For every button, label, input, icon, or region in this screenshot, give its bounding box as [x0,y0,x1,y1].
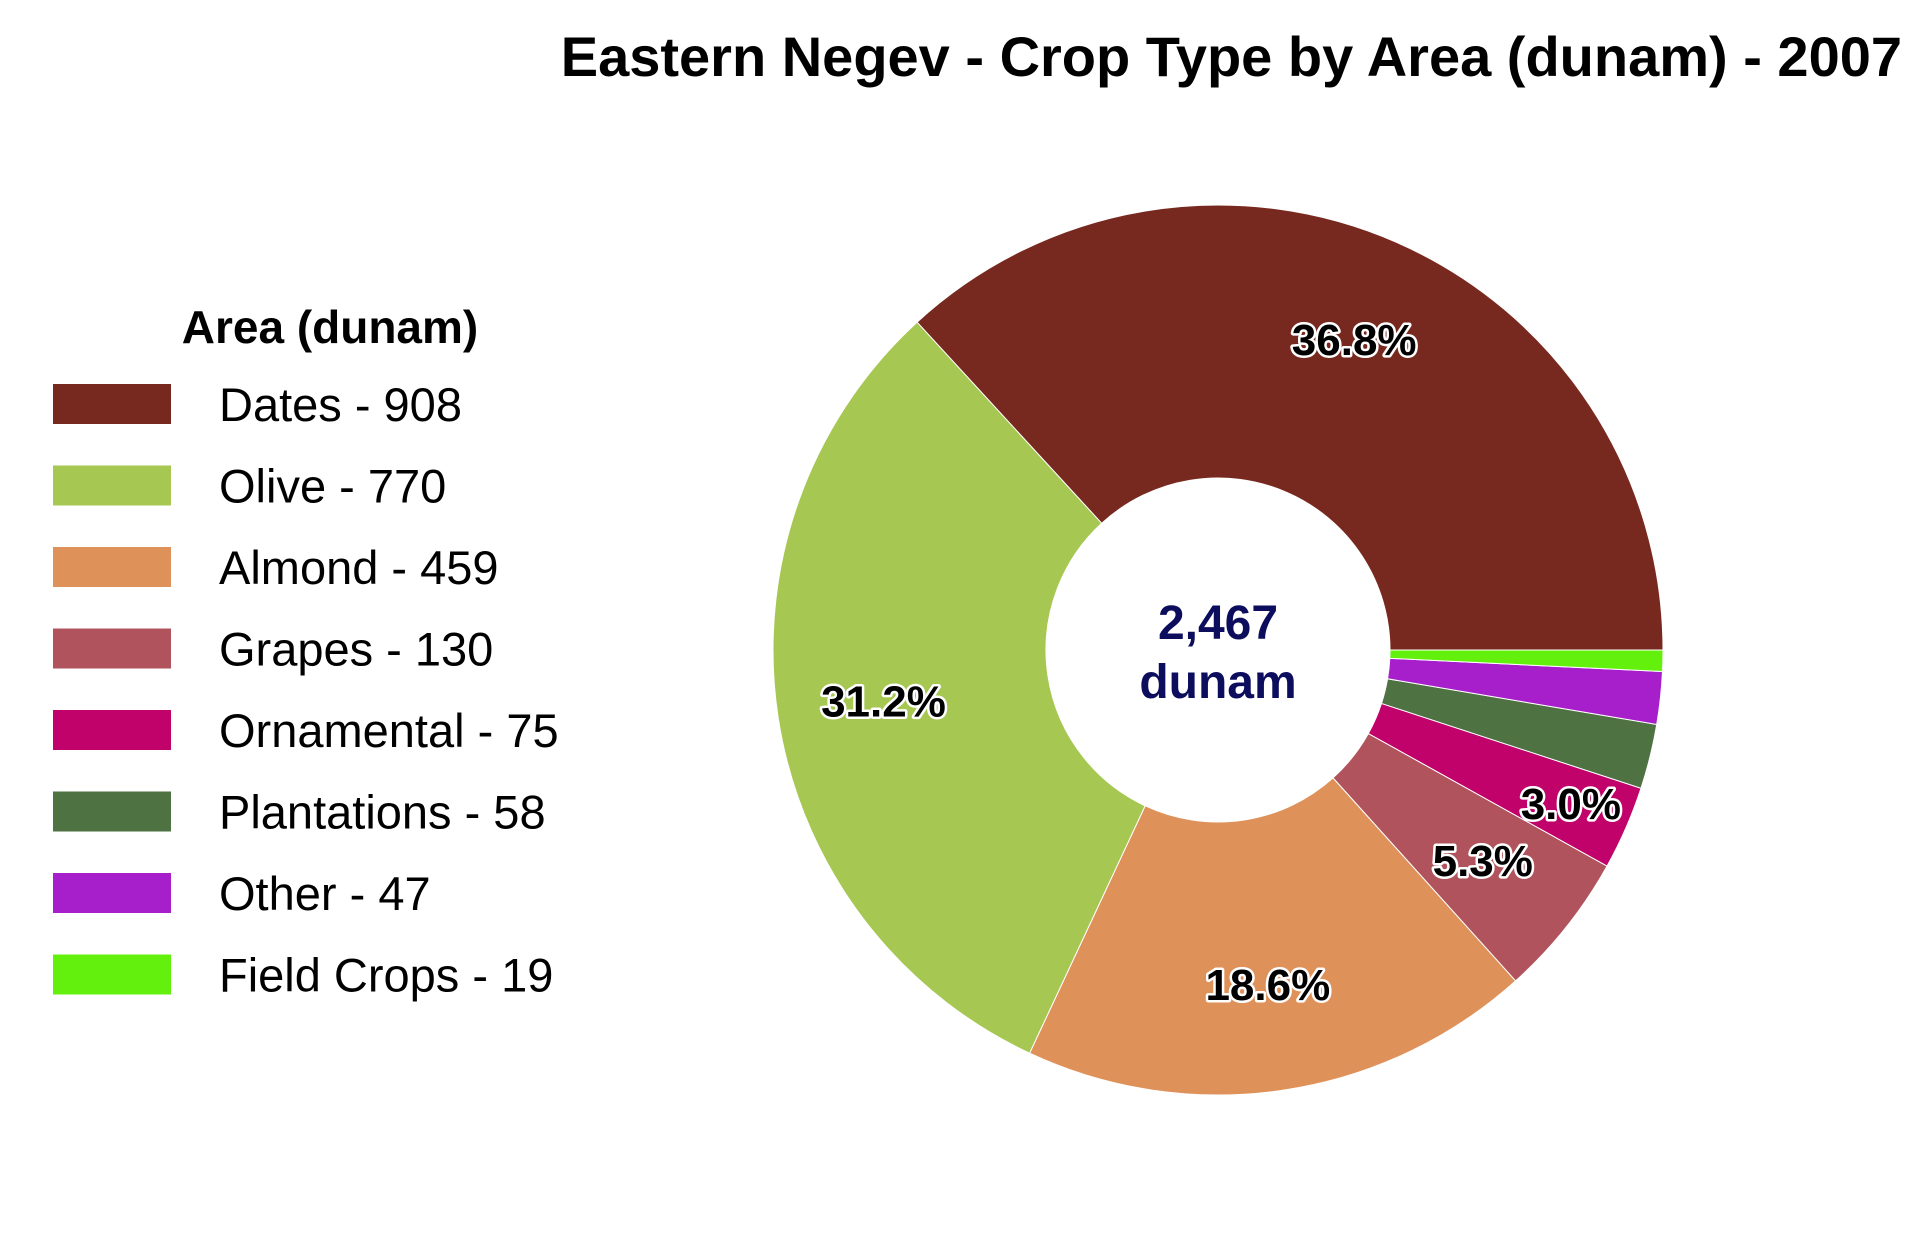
legend: Dates - 908 Olive - 770 Almond - 459 Grapes… [53,378,559,1002]
legend-label-dates: Dates - 908 [219,378,462,431]
legend-swatch-olive [53,465,171,506]
legend-swatch-dates [53,384,171,424]
center-total-value: 2,467 [1158,597,1278,650]
percentage-labels: 36.8% 31.2% 18.6% 5.3% 3.0% [819,314,1624,1013]
legend-label-other: Other - 47 [219,867,431,920]
center-total: 2,467 dunam [1139,597,1296,709]
legend-title: Area (dunam) [182,301,478,353]
pct-label-almond: 18.6% [1205,961,1330,1010]
legend-label-grapes: Grapes - 130 [219,623,493,676]
legend-label-olive: Olive - 770 [219,460,446,513]
chart-title: Eastern Negev - Crop Type by Area (dunam… [561,25,1902,88]
legend-swatch-ornamental [53,710,171,750]
pct-label-ornamental: 3.0% [1521,780,1621,829]
legend-swatch-other [53,873,171,913]
legend-label-ornamental: Ornamental - 75 [219,704,559,757]
center-total-unit: dunam [1139,656,1296,709]
donut-slices [772,204,1664,1096]
pct-label-grapes: 5.3% [1433,837,1533,886]
pct-label-olive: 31.2% [821,678,946,727]
legend-swatch-plantations [53,791,171,832]
legend-swatch-grapes [53,628,171,669]
legend-label-field-crops: Field Crops - 19 [219,949,553,1002]
legend-swatch-field-crops [53,954,171,995]
legend-label-almond: Almond - 459 [219,541,499,594]
legend-label-plantations: Plantations - 58 [219,786,546,839]
donut-hole [1046,478,1390,822]
legend-swatch-almond [53,547,171,587]
pct-label-dates: 36.8% [1292,316,1417,365]
